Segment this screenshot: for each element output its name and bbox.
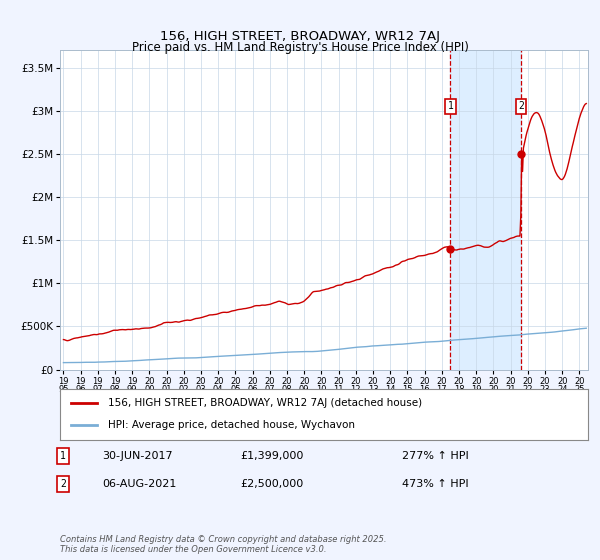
Bar [451,50,521,370]
Text: £2,500,000: £2,500,000 [240,479,303,489]
Text: 30-JUN-2017: 30-JUN-2017 [102,451,173,461]
Text: 2: 2 [518,101,524,111]
Text: 473% ↑ HPI: 473% ↑ HPI [402,479,469,489]
Text: Price paid vs. HM Land Registry's House Price Index (HPI): Price paid vs. HM Land Registry's House … [131,41,469,54]
Text: 156, HIGH STREET, BROADWAY, WR12 7AJ (detached house): 156, HIGH STREET, BROADWAY, WR12 7AJ (de… [107,398,422,408]
Text: 06-AUG-2021: 06-AUG-2021 [102,479,176,489]
Text: HPI: Average price, detached house, Wychavon: HPI: Average price, detached house, Wych… [107,421,355,431]
Text: 1: 1 [448,101,454,111]
Text: 2: 2 [60,479,66,489]
Text: £1,399,000: £1,399,000 [240,451,304,461]
Text: 156, HIGH STREET, BROADWAY, WR12 7AJ: 156, HIGH STREET, BROADWAY, WR12 7AJ [160,30,440,43]
Text: Contains HM Land Registry data © Crown copyright and database right 2025.
This d: Contains HM Land Registry data © Crown c… [60,535,386,554]
Text: 1: 1 [60,451,66,461]
Text: 277% ↑ HPI: 277% ↑ HPI [402,451,469,461]
